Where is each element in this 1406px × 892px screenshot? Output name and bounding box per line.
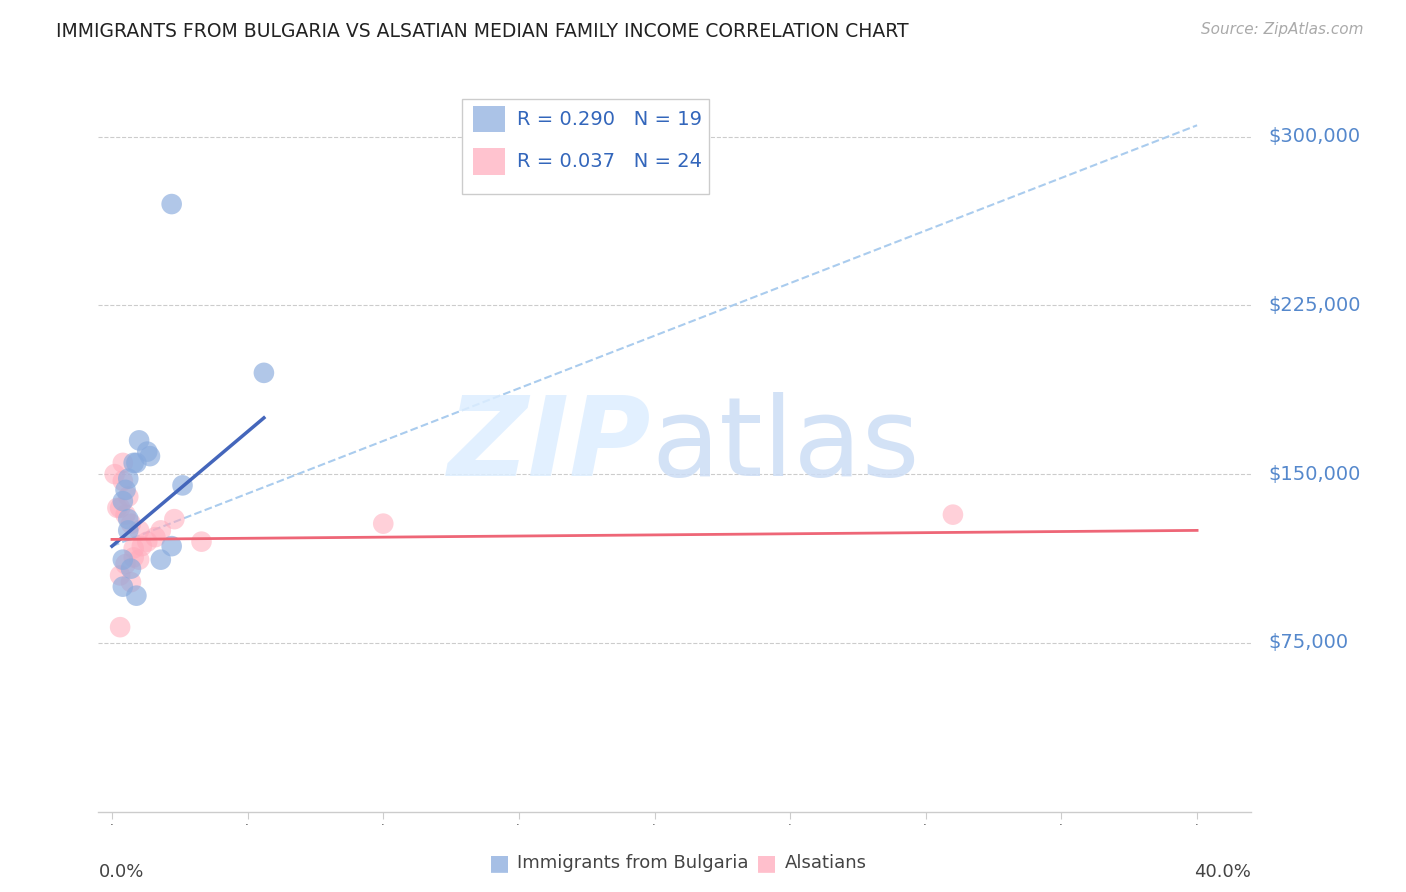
Text: 0.0%: 0.0% [98, 863, 143, 881]
Text: Source: ZipAtlas.com: Source: ZipAtlas.com [1201, 22, 1364, 37]
Text: 40.0%: 40.0% [1195, 863, 1251, 881]
Point [131, 539, 153, 553]
Point [107, 500, 129, 515]
Point [942, 508, 965, 522]
Text: ZIP: ZIP [449, 392, 652, 500]
Point [149, 524, 172, 538]
Point [114, 557, 136, 571]
Point [111, 474, 134, 488]
Text: IMMIGRANTS FROM BULGARIA VS ALSATIAN MEDIAN FAMILY INCOME CORRELATION CHART: IMMIGRANTS FROM BULGARIA VS ALSATIAN MED… [56, 22, 908, 41]
Point [120, 575, 142, 590]
Point [122, 550, 145, 565]
Point [111, 580, 134, 594]
Point [253, 366, 276, 380]
Point [160, 197, 183, 211]
Point [111, 456, 134, 470]
Point [120, 516, 142, 531]
Point [117, 524, 139, 538]
Point [117, 512, 139, 526]
Point [120, 562, 142, 576]
Point [128, 552, 150, 566]
Point [160, 539, 183, 553]
Text: $150,000: $150,000 [1268, 465, 1361, 483]
Point [190, 534, 212, 549]
Point [373, 516, 395, 531]
Point [108, 568, 131, 582]
Text: Alsatians: Alsatians [785, 855, 866, 872]
Point [122, 456, 145, 470]
Text: $225,000: $225,000 [1268, 296, 1361, 315]
Point [117, 472, 139, 486]
Text: R = 0.037   N = 24: R = 0.037 N = 24 [517, 152, 702, 171]
Bar [472, 106, 505, 132]
Point [111, 494, 134, 508]
Text: atlas: atlas [652, 392, 921, 500]
Point [172, 478, 194, 492]
Point [122, 541, 145, 556]
Point [136, 534, 159, 549]
Text: $75,000: $75,000 [1268, 633, 1348, 652]
Point [149, 552, 172, 566]
Point [114, 508, 136, 522]
FancyBboxPatch shape [461, 99, 710, 194]
Bar [472, 148, 505, 175]
Point [163, 512, 186, 526]
Point [108, 620, 131, 634]
Text: ■: ■ [489, 854, 509, 873]
Point [125, 589, 148, 603]
Point [125, 456, 148, 470]
Point [136, 444, 159, 458]
Point [108, 500, 131, 515]
Point [111, 552, 134, 566]
Point [145, 530, 167, 544]
Text: ■: ■ [756, 854, 776, 873]
Point [117, 490, 139, 504]
Point [104, 467, 127, 482]
Text: $300,000: $300,000 [1268, 127, 1361, 146]
Point [139, 449, 162, 463]
Text: R = 0.290   N = 19: R = 0.290 N = 19 [517, 110, 702, 128]
Text: Immigrants from Bulgaria: Immigrants from Bulgaria [517, 855, 749, 872]
Point [128, 524, 150, 538]
Point [114, 483, 136, 497]
Point [128, 434, 150, 448]
